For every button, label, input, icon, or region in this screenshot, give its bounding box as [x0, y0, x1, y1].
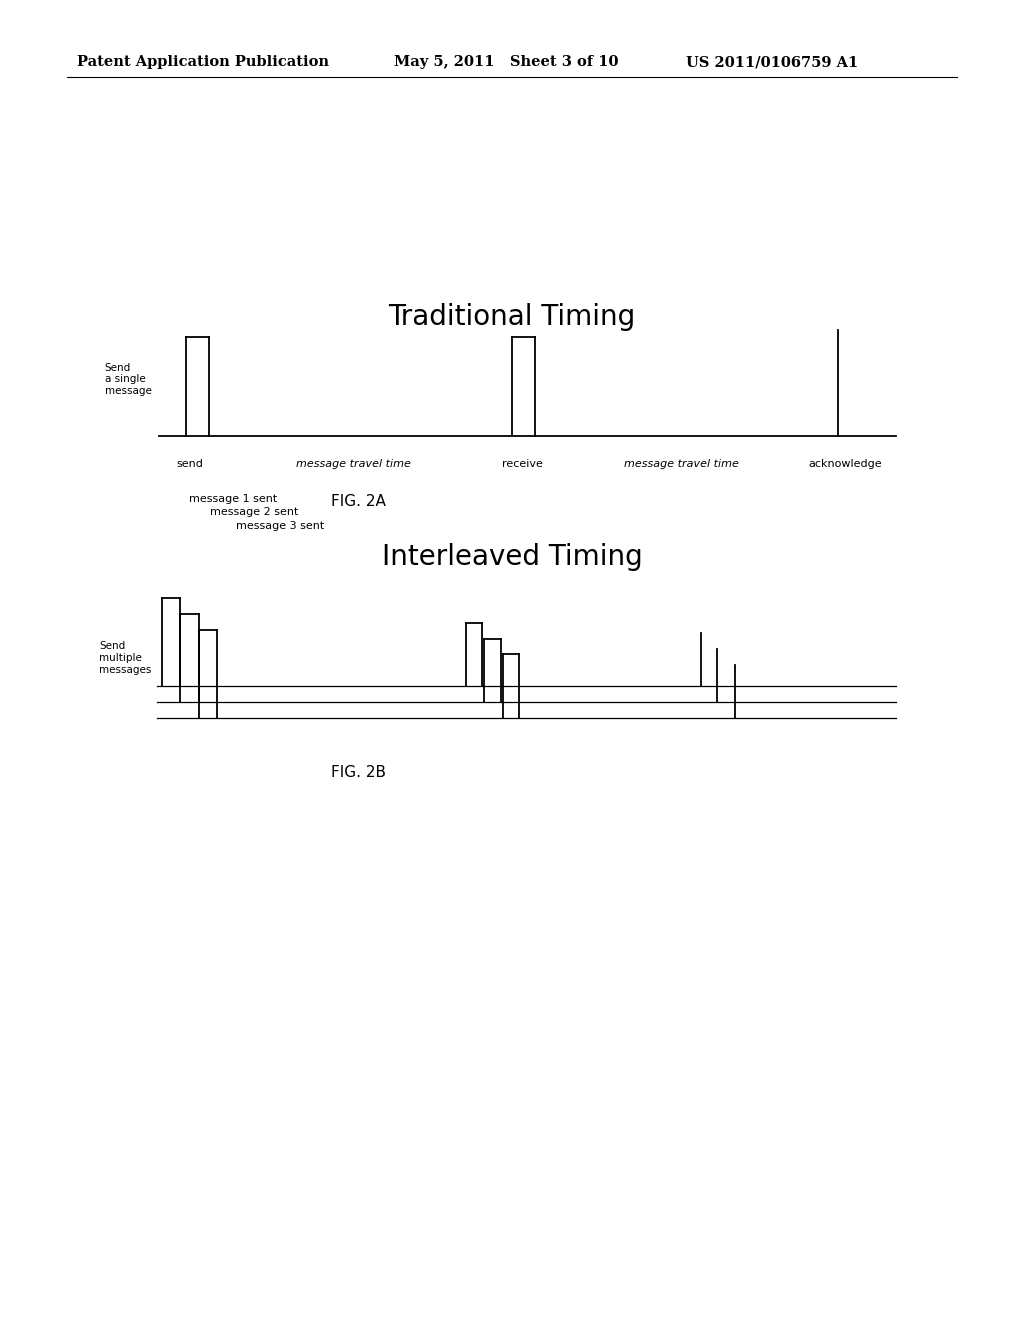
Text: Traditional Timing: Traditional Timing — [388, 302, 636, 331]
Text: Send
multiple
messages: Send multiple messages — [99, 642, 152, 675]
Text: Patent Application Publication: Patent Application Publication — [77, 55, 329, 69]
Text: May 5, 2011   Sheet 3 of 10: May 5, 2011 Sheet 3 of 10 — [394, 55, 618, 69]
Text: FIG. 2B: FIG. 2B — [331, 764, 386, 780]
Text: Send
a single
message: Send a single message — [104, 363, 152, 396]
Text: receive: receive — [502, 459, 543, 470]
Text: Interleaved Timing: Interleaved Timing — [382, 543, 642, 572]
Text: US 2011/0106759 A1: US 2011/0106759 A1 — [686, 55, 858, 69]
Text: send: send — [176, 459, 203, 470]
Text: message travel time: message travel time — [296, 459, 411, 470]
Text: message 2 sent: message 2 sent — [210, 507, 298, 517]
Text: message 1 sent: message 1 sent — [189, 494, 278, 504]
Text: acknowledge: acknowledge — [808, 459, 882, 470]
Text: FIG. 2A: FIG. 2A — [331, 494, 386, 510]
Text: message travel time: message travel time — [624, 459, 738, 470]
Text: message 3 sent: message 3 sent — [236, 520, 324, 531]
